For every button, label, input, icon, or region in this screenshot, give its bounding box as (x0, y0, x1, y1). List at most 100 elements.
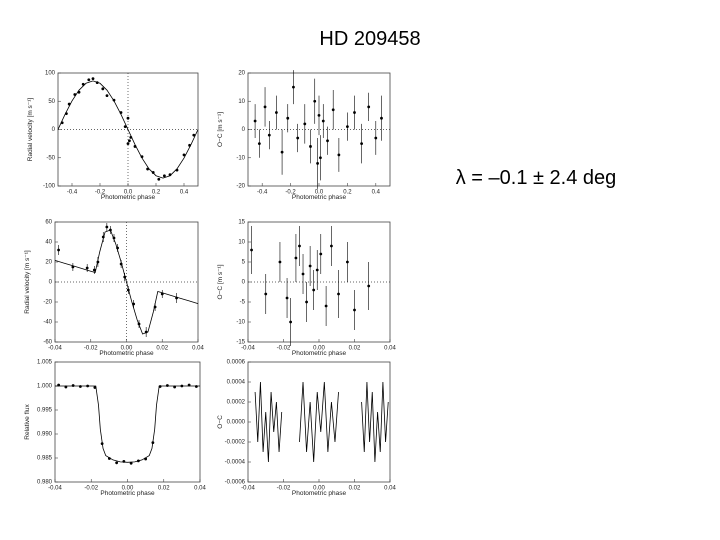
x-tick-label: 0.04 (194, 486, 206, 492)
data-point (360, 142, 363, 146)
x-axis-label: Photometric phase (101, 194, 156, 201)
y-tick-label: 50 (48, 99, 55, 105)
data-point (374, 136, 378, 140)
x-axis-label: Photometric phase (292, 350, 347, 357)
data-point (263, 105, 267, 109)
x-tick-label: 0.02 (156, 346, 168, 352)
data-point (324, 304, 328, 308)
data-point (78, 385, 82, 388)
data-point (280, 150, 284, 154)
data-point (337, 153, 341, 157)
data-point (330, 244, 333, 248)
x-tick-label: 0.2 (343, 190, 352, 196)
data-point (267, 133, 271, 137)
y-tick-label: -0.0006 (225, 480, 246, 486)
y-tick-label: -40 (43, 320, 52, 326)
y-tick-label: -60 (43, 340, 52, 346)
x-tick-label: 0.04 (192, 346, 204, 352)
data-point (182, 153, 186, 157)
y-tick-label: 0.990 (37, 432, 53, 438)
data-point (87, 78, 91, 82)
data-point (321, 119, 325, 123)
y-axis-label: O−C [m s⁻¹] (217, 264, 224, 299)
y-tick-label: 20 (45, 260, 52, 266)
y-tick-label: 0.995 (37, 408, 53, 414)
data-point (285, 296, 289, 300)
data-point (346, 260, 349, 264)
y-tick-label: -5 (240, 300, 246, 306)
data-point (85, 266, 89, 270)
x-tick-label: 0.2 (152, 190, 161, 196)
slide-title: HD 209458 (319, 28, 420, 50)
y-tick-label: 0 (49, 280, 53, 286)
x-tick-label: -0.04 (48, 486, 62, 492)
y-axis-label: O−C (217, 415, 224, 429)
x-tick-label: 0.02 (349, 486, 361, 492)
data-point (309, 145, 312, 148)
y-axis-label: Radial velocity [m s⁻¹] (24, 250, 31, 314)
y-tick-label: 0.985 (37, 456, 53, 462)
y-tick-label: 0 (242, 127, 246, 133)
data-point (286, 116, 290, 120)
x-tick-label: -0.2 (285, 190, 296, 196)
data-point (353, 111, 356, 114)
data-point (331, 108, 335, 112)
data-point (303, 122, 307, 126)
x-tick-label: -0.02 (277, 346, 291, 352)
data-point (326, 139, 329, 143)
data-point (163, 174, 166, 178)
model-line (54, 229, 199, 335)
data-point (296, 136, 300, 140)
x-tick-label: 0.04 (384, 486, 396, 492)
data-point (289, 320, 292, 324)
x-tick-label: 0.04 (384, 346, 396, 352)
data-point (353, 308, 356, 312)
x-tick-label: 0.4 (180, 190, 189, 196)
x-tick-label: 0.00 (121, 346, 133, 352)
y-tick-label: -15 (236, 340, 245, 346)
data-point (319, 252, 323, 256)
data-point (380, 116, 383, 120)
x-tick-label: 0.4 (372, 190, 381, 196)
data-point (337, 292, 340, 296)
data-point (319, 156, 322, 160)
x-tick-label: -0.04 (241, 486, 255, 492)
data-point (257, 142, 261, 146)
y-tick-label: 1.000 (37, 384, 53, 390)
data-point (301, 272, 305, 276)
y-tick-label: -100 (43, 184, 56, 190)
data-point (127, 139, 131, 143)
data-point (367, 284, 371, 288)
y-tick-label: 15 (238, 220, 245, 226)
y-tick-label: -0.0002 (225, 440, 246, 446)
data-point (313, 99, 317, 103)
y-tick-label: -10 (236, 320, 245, 326)
y-tick-label: -50 (46, 155, 55, 161)
data-point (308, 264, 312, 268)
model-line (57, 80, 199, 179)
y-tick-label: 0 (52, 127, 56, 133)
y-axis-label: Radial velocity [m s⁻¹] (27, 98, 34, 162)
y-tick-label: 0 (242, 280, 246, 286)
x-axis-label: Photometric phase (99, 350, 154, 357)
y-tick-label: 0.0006 (227, 360, 246, 366)
data-point (253, 119, 257, 123)
data-point (298, 244, 301, 248)
data-point (91, 77, 95, 81)
data-point (346, 125, 349, 129)
y-tick-label: 20 (238, 71, 245, 77)
x-tick-label: 0.00 (313, 486, 325, 492)
data-point (367, 105, 371, 109)
data-point (92, 268, 96, 272)
data-point (123, 125, 127, 129)
data-point (250, 248, 253, 252)
y-tick-label: 1.005 (37, 360, 53, 366)
y-tick-label: 10 (238, 99, 245, 105)
data-point (126, 116, 130, 120)
x-axis-label: Photometric phase (292, 490, 347, 497)
data-point (126, 142, 130, 146)
y-tick-label: -20 (236, 184, 245, 190)
x-tick-label: -0.02 (84, 486, 98, 492)
